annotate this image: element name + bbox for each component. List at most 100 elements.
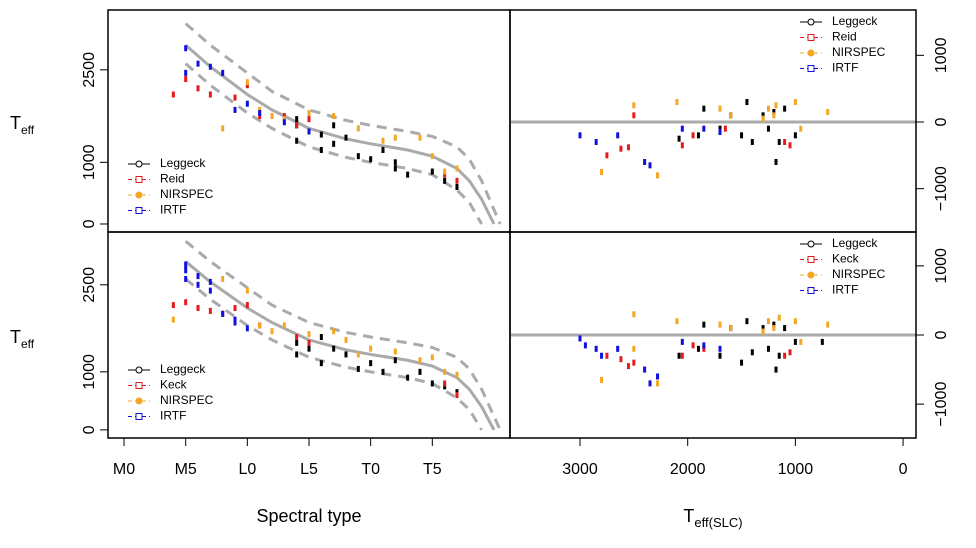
data-point <box>761 112 765 119</box>
y-axis-label-sub: eff <box>21 337 35 351</box>
legend-label: IRTF <box>832 283 858 297</box>
data-point <box>455 165 459 172</box>
data-point <box>702 342 706 349</box>
data-point <box>783 139 787 145</box>
y-tick-label: 1000 <box>933 248 950 284</box>
y-axis-label-main: T <box>10 327 21 347</box>
legend-symbol <box>807 287 815 294</box>
data-point <box>221 125 225 132</box>
legend-symbol <box>135 160 143 168</box>
data-point <box>443 380 447 387</box>
data-point <box>430 168 434 175</box>
data-point <box>356 153 360 160</box>
data-point <box>745 318 749 325</box>
data-point <box>307 109 311 116</box>
legend-symbol <box>135 382 143 389</box>
y-axis-label: Teff <box>10 113 35 137</box>
data-point <box>369 345 373 352</box>
plot-frame <box>509 231 917 439</box>
data-point <box>184 45 188 52</box>
data-point <box>750 349 754 356</box>
data-point <box>455 183 459 190</box>
data-point <box>772 325 776 332</box>
data-point <box>766 345 770 352</box>
data-point <box>282 119 286 126</box>
data-point <box>632 102 636 109</box>
data-point <box>295 351 299 358</box>
data-point <box>578 335 582 342</box>
legend-label: Keck <box>160 378 188 392</box>
data-point <box>455 371 459 378</box>
data-point <box>208 307 212 314</box>
data-point <box>295 116 299 123</box>
data-point <box>675 99 679 105</box>
x-tick-label: M5 <box>175 461 197 478</box>
legend-symbol <box>135 366 143 374</box>
data-point <box>680 352 684 359</box>
data-point <box>245 82 249 89</box>
data-point <box>307 339 311 346</box>
legend-label: Leggeck <box>832 236 878 250</box>
legend-label: NIRSPEC <box>160 187 214 201</box>
data-point <box>455 392 459 399</box>
data-point <box>680 338 684 345</box>
data-point <box>761 325 765 332</box>
data-point <box>369 360 373 367</box>
data-point <box>184 261 188 268</box>
data-point <box>356 125 360 132</box>
data-point <box>605 152 609 159</box>
data-point <box>184 299 188 306</box>
data-point <box>282 116 286 123</box>
data-point <box>820 338 824 345</box>
data-point <box>455 177 459 184</box>
legend-symbol <box>135 207 143 214</box>
data-point <box>648 380 652 387</box>
data-point <box>772 109 776 115</box>
data-point <box>208 91 212 98</box>
legend-label: Leggeck <box>832 14 878 28</box>
data-point <box>393 348 397 355</box>
data-point <box>245 325 249 332</box>
data-point <box>718 129 722 135</box>
data-point <box>344 351 348 358</box>
data-point <box>295 339 299 346</box>
data-point <box>344 134 348 141</box>
data-point <box>369 156 373 163</box>
data-point <box>723 125 727 132</box>
data-point <box>307 116 311 123</box>
data-point <box>772 112 776 119</box>
legend-label: Reid <box>160 172 185 186</box>
legend-label: NIRSPEC <box>832 267 886 281</box>
data-point <box>750 139 754 145</box>
data-point <box>718 321 722 328</box>
y-tick-label: 2500 <box>81 267 98 303</box>
legend-symbol <box>807 49 815 57</box>
y-tick-label: −1000 <box>933 166 950 211</box>
data-point <box>356 351 360 358</box>
data-point <box>619 356 623 363</box>
legend-label: IRTF <box>832 61 858 75</box>
data-point <box>307 128 311 135</box>
data-point <box>258 322 262 329</box>
data-point <box>793 132 797 139</box>
legend-label: Keck <box>832 252 860 266</box>
data-point <box>406 374 410 381</box>
y-tick-label: 1000 <box>933 37 950 73</box>
data-point <box>196 85 200 92</box>
data-point <box>221 310 225 317</box>
data-point <box>443 368 447 375</box>
data-point <box>656 172 660 179</box>
data-point <box>332 113 336 120</box>
fit-curve <box>184 44 496 225</box>
data-point <box>282 113 286 120</box>
data-point <box>221 69 225 76</box>
data-point <box>233 305 237 312</box>
data-point <box>677 135 681 142</box>
x-tick-label: 2000 <box>670 461 706 478</box>
data-point <box>430 380 434 387</box>
data-point <box>356 365 360 372</box>
data-point <box>677 352 681 359</box>
data-point <box>766 105 770 112</box>
data-point <box>184 276 188 283</box>
data-point <box>718 352 722 359</box>
